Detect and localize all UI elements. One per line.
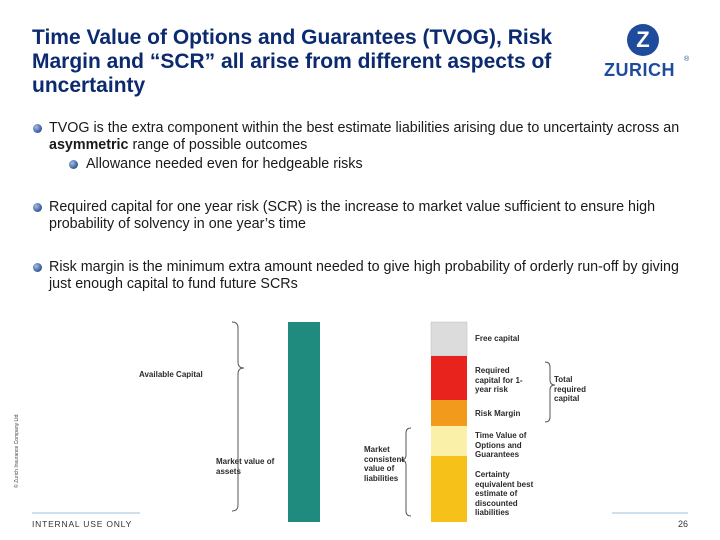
segment-free-capital [430, 321, 468, 357]
bullet-dot-icon [33, 203, 42, 212]
label-free-capital: Free capital [475, 334, 520, 343]
bullet-scr: Required capital for one year risk (SCR)… [32, 199, 692, 233]
slide-title: Time Value of Options and Guarantees (TV… [32, 26, 553, 97]
logo-registered-mark: ® [684, 56, 690, 63]
zurich-logo: Z ZURICH ® [600, 24, 692, 86]
sub-bullet-hedgeable: Allowance needed even for hedgeable risk… [49, 156, 692, 173]
bullet-risk-margin-text: Risk margin is the minimum extra amount … [49, 259, 679, 292]
label-best-estimate: Certainty equivalent best estimate of di… [475, 470, 534, 517]
label-required-capital: Required capital for 1-year risk [475, 366, 523, 394]
available-capital-brace [231, 321, 245, 512]
bullet-tvog-bold: asymmetric [49, 137, 129, 153]
sub-bullet-dot-icon [69, 160, 78, 169]
segment-tvog [431, 426, 467, 456]
liabilities-brace [400, 427, 412, 517]
label-market-consistent-liabilities: Market consistent value of liabilities [364, 445, 405, 483]
bullet-list: TVOG is the extra component within the b… [32, 120, 692, 293]
footer-rule-right [612, 512, 688, 514]
logo-wordmark: ZURICH [604, 60, 675, 80]
bullet-tvog-tail: range of possible outcomes [128, 137, 308, 153]
required-capital-brace [544, 361, 556, 423]
label-risk-margin: Risk Margin [475, 409, 521, 418]
label-market-value-assets: Market value of assets [216, 457, 275, 476]
bullet-dot-icon [33, 263, 42, 272]
bullet-tvog: TVOG is the extra component within the b… [32, 120, 692, 173]
label-available-capital: Available Capital [139, 370, 203, 379]
bullet-risk-margin: Risk margin is the minimum extra amount … [32, 259, 692, 293]
footer-classification: INTERNAL USE ONLY [32, 519, 133, 529]
segment-required-capital [431, 356, 467, 400]
bullet-dot-icon [33, 124, 42, 133]
segment-best-estimate [431, 456, 467, 522]
label-tvog: Time Value of Options and Guarantees [475, 431, 527, 459]
page-number: 26 [678, 519, 689, 529]
footer-rule-left [32, 512, 140, 514]
segment-risk-margin [431, 400, 467, 426]
label-total-required-capital: Total required capital [554, 375, 587, 403]
bullet-scr-text: Required capital for one year risk (SCR)… [49, 199, 656, 232]
assets-bar [288, 322, 320, 522]
sub-bullet-text: Allowance needed even for hedgeable risk… [86, 156, 363, 172]
bullet-tvog-text: TVOG is the extra component within the b… [49, 120, 680, 136]
logo-badge: Z [627, 24, 659, 56]
